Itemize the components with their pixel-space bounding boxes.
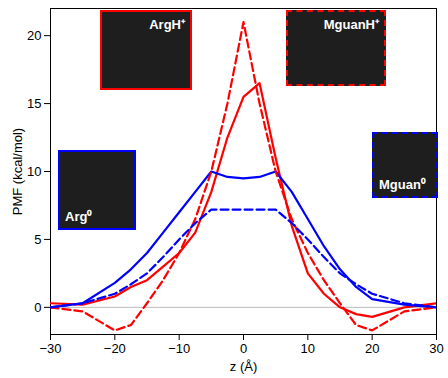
html-text:Mguan⁰: Mguan⁰	[379, 177, 426, 192]
svg-text:−20: −20	[104, 341, 126, 356]
svg-text:20: 20	[365, 341, 379, 356]
svg-text:−30: −30	[39, 341, 61, 356]
svg-text:10: 10	[27, 164, 41, 179]
html-text:MguanH⁺: MguanH⁺	[323, 17, 379, 32]
svg-text:10: 10	[301, 341, 315, 356]
svg-text:30: 30	[429, 341, 443, 356]
html-text:ArgH⁺: ArgH⁺	[149, 17, 185, 32]
svg-text:0: 0	[240, 341, 247, 356]
svg-text:5: 5	[34, 232, 41, 247]
svg-text:−10: −10	[168, 341, 190, 356]
svg-text:z (Å): z (Å)	[230, 359, 257, 374]
svg-text:15: 15	[27, 96, 41, 111]
svg-text:0: 0	[34, 299, 41, 314]
svg-text:PMF (kcal/mol): PMF (kcal/mol)	[10, 128, 25, 215]
svg-text:20: 20	[27, 28, 41, 43]
html-text:Arg⁰: Arg⁰	[65, 209, 93, 224]
